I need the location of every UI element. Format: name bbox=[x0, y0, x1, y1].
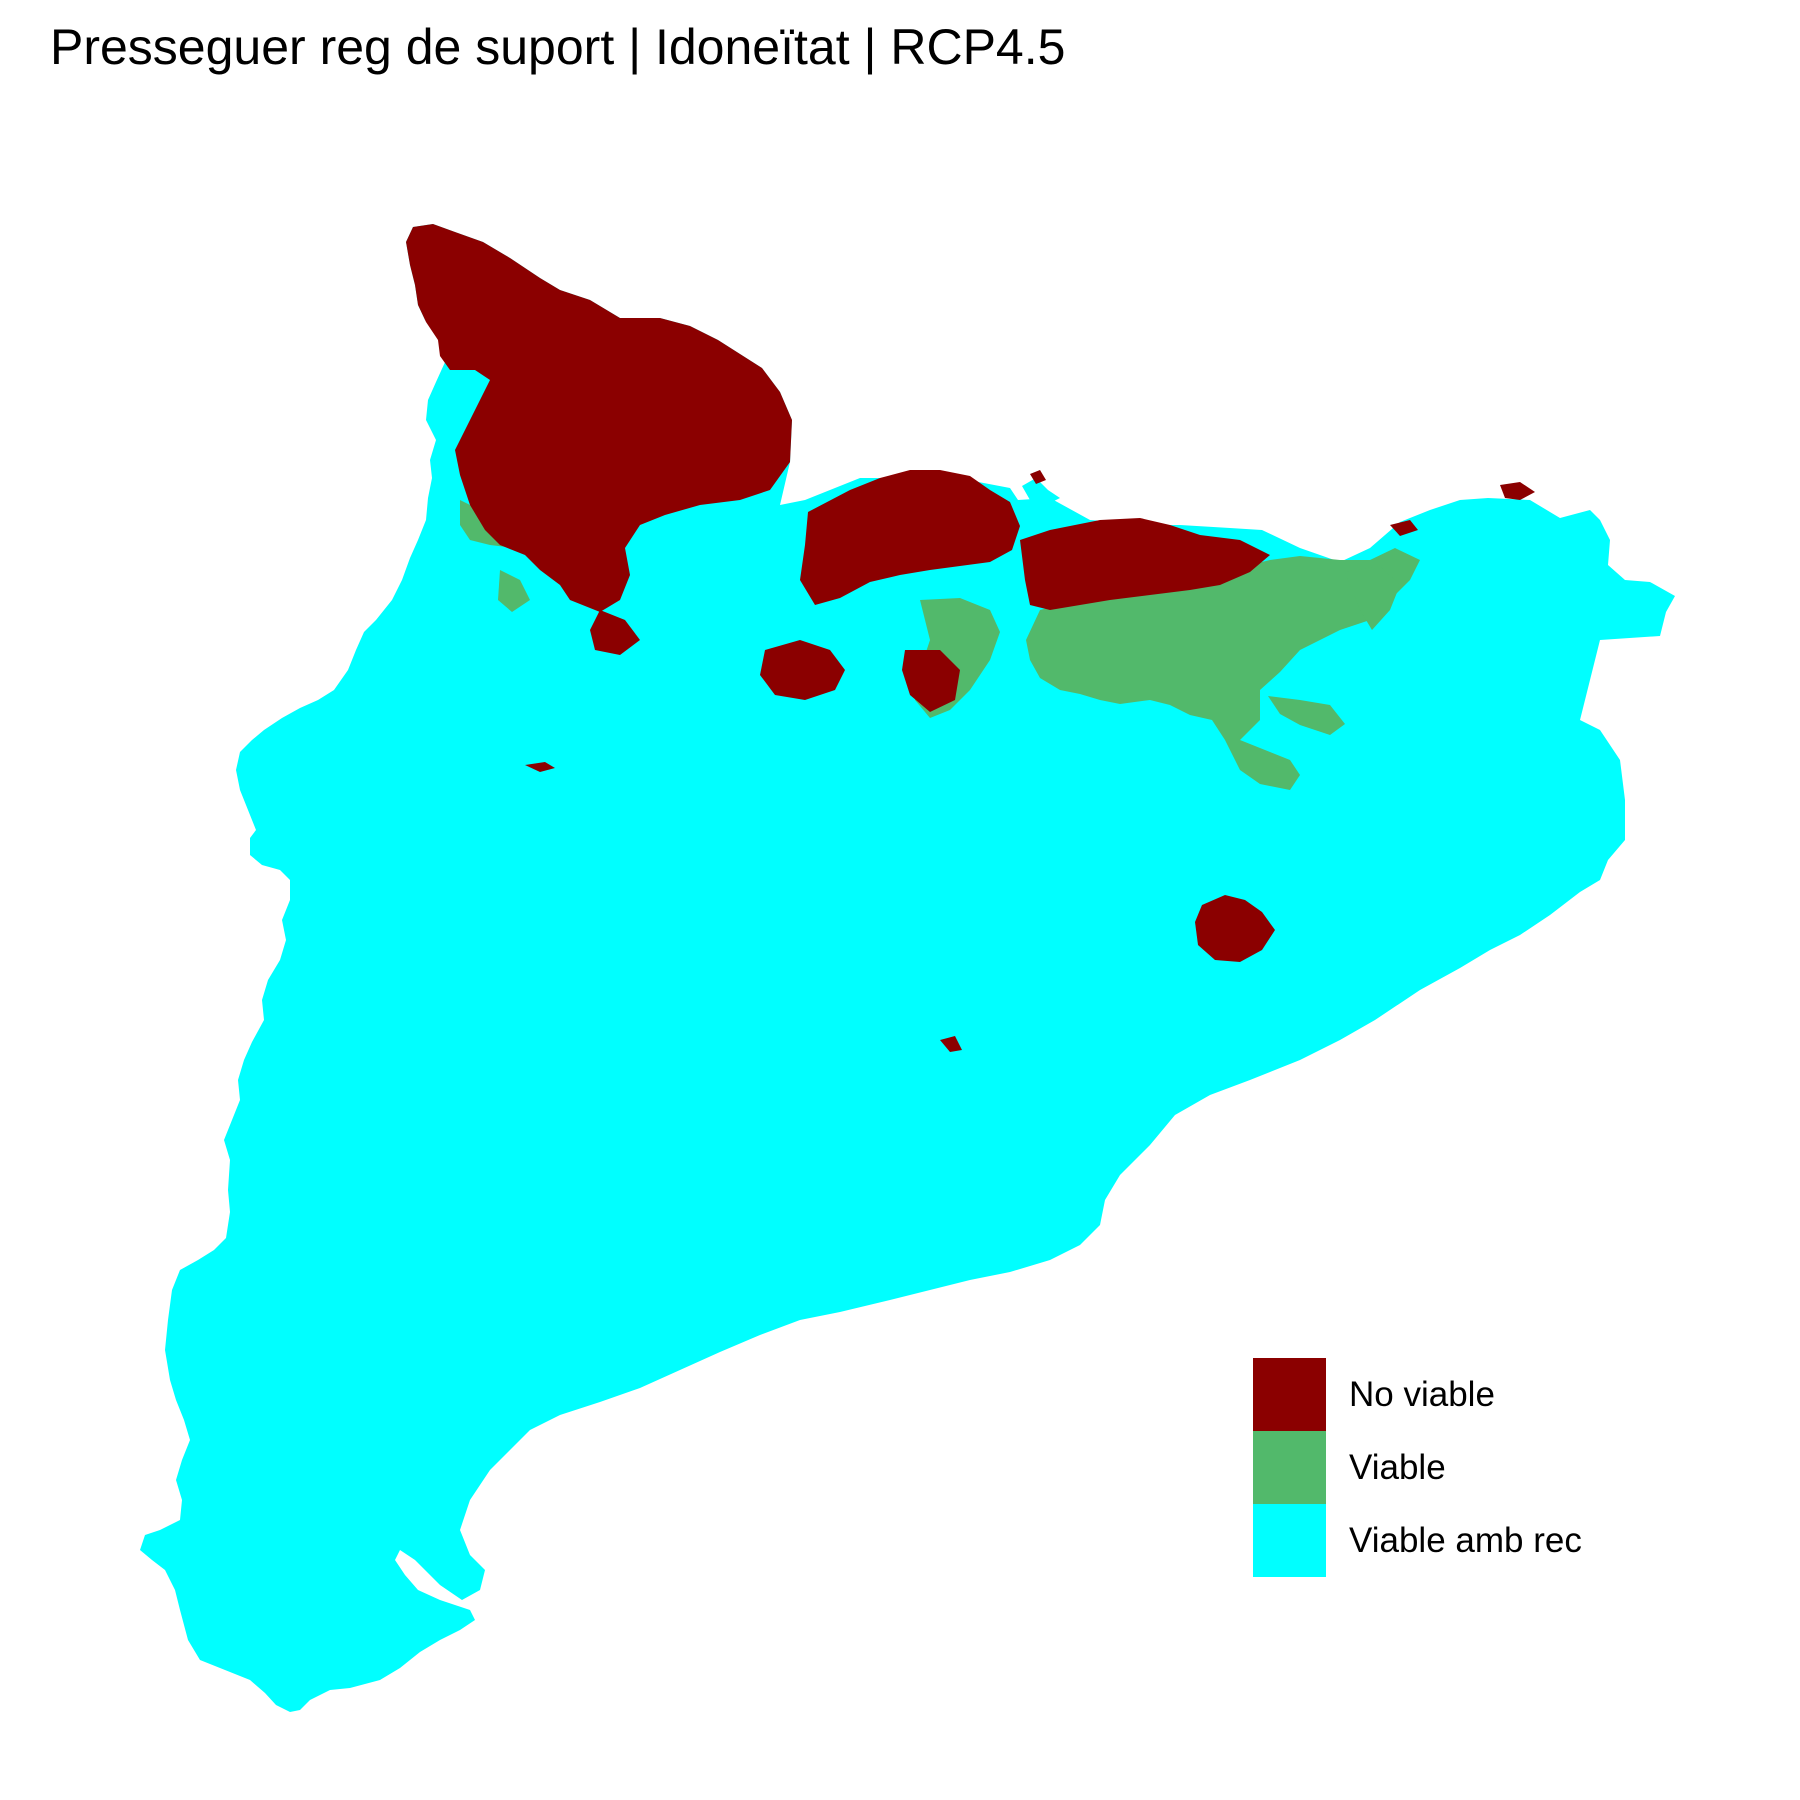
legend-swatch-viable-amb-rec bbox=[1253, 1504, 1326, 1577]
legend-item-viable: Viable bbox=[1253, 1431, 1582, 1504]
legend-item-no-viable: No viable bbox=[1253, 1358, 1582, 1431]
region-no-viable bbox=[406, 224, 792, 612]
legend-swatch-no-viable bbox=[1253, 1358, 1326, 1431]
map-title: Presseguer reg de suport | Idoneïtat | R… bbox=[50, 19, 1066, 75]
region-viable bbox=[1026, 548, 1420, 790]
legend-label: Viable amb rec bbox=[1349, 1520, 1582, 1560]
legend-item-viable-amb-rec: Viable amb rec bbox=[1253, 1504, 1582, 1577]
legend-label: Viable bbox=[1349, 1447, 1446, 1487]
legend: No viable Viable Viable amb rec bbox=[1253, 1358, 1582, 1577]
legend-label: No viable bbox=[1349, 1374, 1495, 1414]
legend-swatch-viable bbox=[1253, 1431, 1326, 1504]
